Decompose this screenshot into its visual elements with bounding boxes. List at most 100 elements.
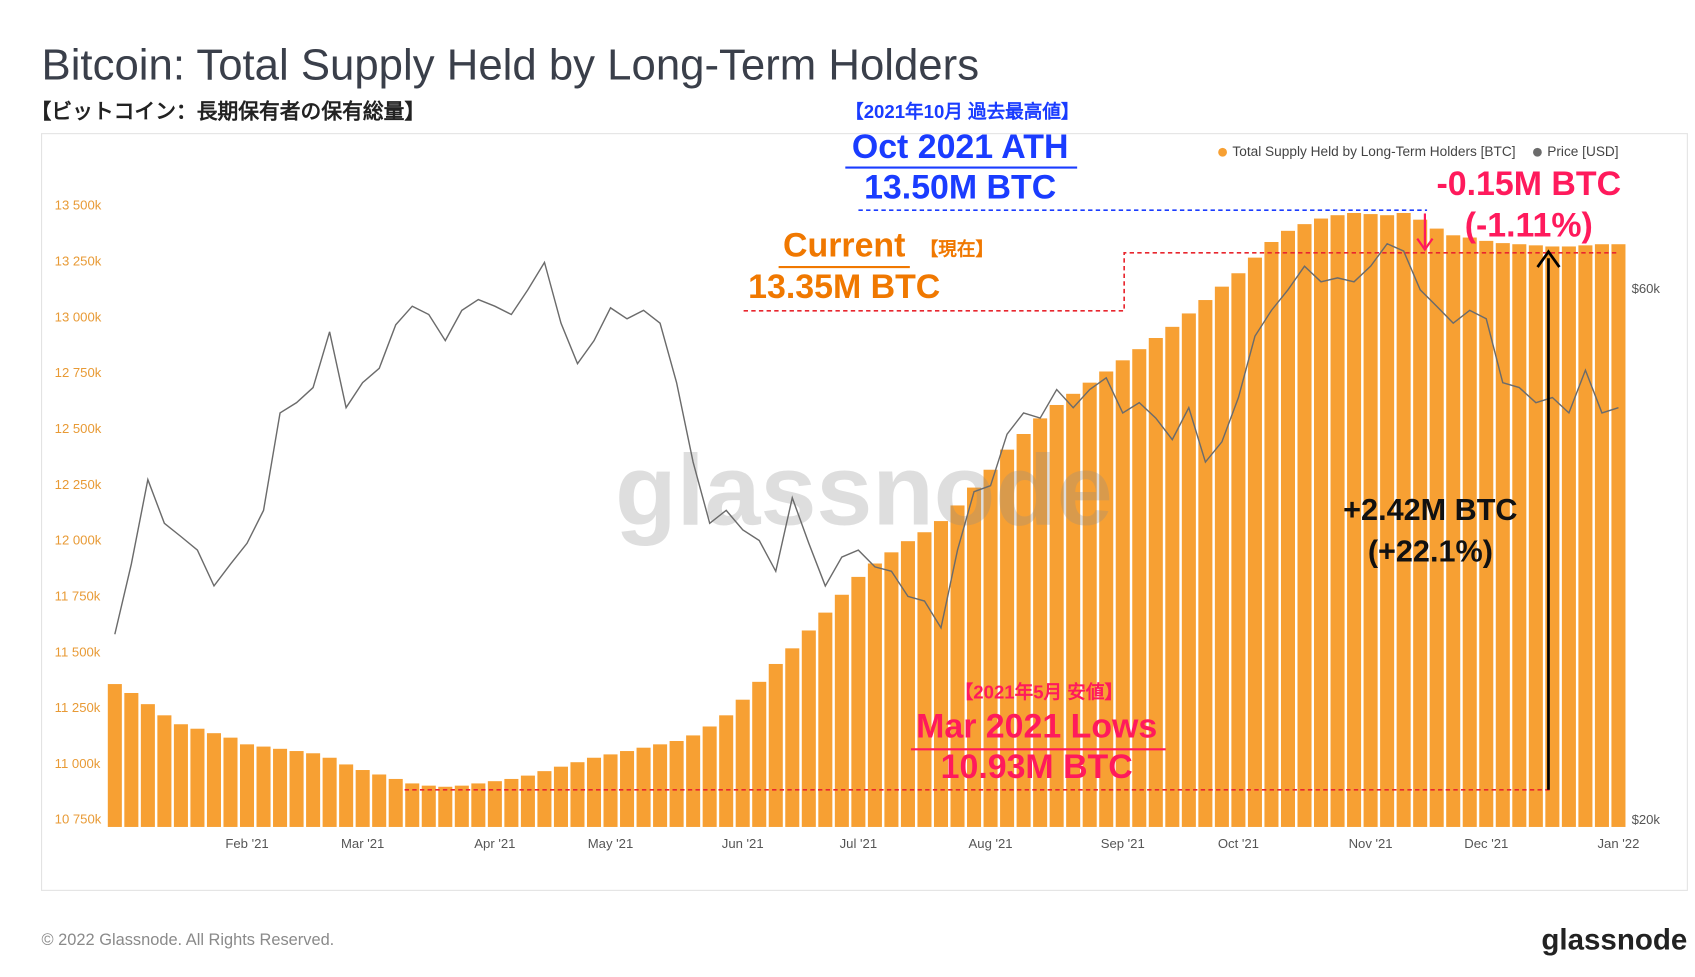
bar	[1363, 214, 1378, 827]
x-tick-label: Nov '21	[1349, 836, 1393, 851]
bar	[1198, 300, 1213, 827]
price-line	[114, 242, 1619, 635]
annotation: Oct 2021 ATH	[852, 128, 1069, 166]
annotation: -0.15M BTC	[1437, 165, 1622, 203]
y-tick-label: 12 500k	[55, 421, 102, 436]
x-tick-label: Oct '21	[1218, 836, 1259, 851]
y-tick-label: 13 500k	[55, 198, 102, 213]
bar	[884, 552, 899, 827]
y-tick-label: 13 000k	[55, 309, 102, 324]
bar	[1396, 212, 1411, 827]
legend-swatch	[1533, 147, 1542, 157]
x-tick-label: Jun '21	[722, 836, 764, 851]
bar	[719, 715, 734, 827]
annotation: 10.93M BTC	[941, 748, 1133, 786]
annotation: 【2021年5月 安値】	[955, 681, 1123, 702]
annotation: 【2021年10月 過去最高値】	[845, 101, 1079, 122]
bar	[1280, 230, 1296, 827]
y-tick-label: 12 750k	[55, 365, 102, 380]
bar	[785, 648, 800, 827]
bar	[917, 532, 932, 827]
bar	[1495, 243, 1510, 827]
bar	[1578, 245, 1593, 827]
bar	[1330, 215, 1345, 827]
bar	[1479, 240, 1494, 827]
bar	[1000, 449, 1015, 827]
x-tick-label: Apr '21	[474, 836, 515, 851]
bar	[834, 594, 849, 827]
bar	[1264, 241, 1279, 827]
bar	[1066, 393, 1081, 827]
rise-arrowhead	[1536, 249, 1561, 268]
bar	[735, 699, 750, 827]
annotation: Mar 2021 Lows	[916, 707, 1157, 745]
bar	[669, 740, 684, 827]
bar	[1297, 224, 1312, 827]
y-tick-label: 12 000k	[55, 533, 102, 548]
bar	[801, 630, 816, 827]
annotation: 13.50M BTC	[864, 168, 1056, 206]
x-tick-label: Jan '22	[1598, 836, 1640, 851]
bar	[487, 781, 502, 827]
bar	[239, 744, 255, 827]
bar	[768, 663, 783, 827]
bar	[1380, 215, 1395, 827]
bar	[702, 726, 717, 827]
bar	[1099, 371, 1114, 827]
bar	[1016, 434, 1031, 827]
legend-label: Total Supply Held by Long-Term Holders […	[1232, 144, 1515, 159]
bar	[1429, 228, 1444, 827]
bar	[586, 757, 602, 827]
bar	[421, 785, 436, 827]
bar	[570, 762, 585, 827]
chart-title: Bitcoin: Total Supply Held by Long-Term …	[42, 41, 980, 90]
bar	[173, 724, 188, 827]
bar	[289, 751, 304, 827]
bar	[752, 681, 767, 827]
bar	[983, 469, 998, 827]
bar	[157, 715, 172, 827]
bar	[438, 786, 453, 827]
bar	[1115, 360, 1130, 827]
bar	[1231, 273, 1246, 827]
bar	[273, 748, 288, 827]
bar	[1462, 237, 1477, 827]
bar	[1148, 338, 1163, 827]
watermark: glassnode	[615, 434, 1113, 546]
chart-subtitle: 【ビットコイン：長期保有者の保有総量】	[31, 99, 426, 123]
bar	[818, 612, 833, 827]
x-tick-label: Mar '21	[341, 836, 384, 851]
bar	[1132, 349, 1147, 827]
bar	[339, 764, 354, 827]
bar	[223, 737, 238, 827]
drop-arrowhead	[1416, 237, 1434, 252]
y-tick-label: 11 250k	[55, 700, 101, 715]
bar	[405, 783, 420, 827]
bar	[1611, 244, 1626, 827]
bar	[1314, 218, 1329, 827]
x-tick-label: Feb '21	[225, 836, 268, 851]
annotation: Current	[783, 226, 905, 264]
x-tick-label: May '21	[588, 836, 634, 851]
current-guide	[743, 252, 1619, 312]
bar	[851, 576, 866, 827]
bar	[124, 692, 139, 827]
y-tick-label: 11 000k	[55, 756, 101, 771]
bar	[1347, 212, 1362, 827]
annotation: (+22.1%)	[1368, 535, 1493, 569]
bar	[1214, 286, 1229, 827]
bar	[1446, 235, 1461, 827]
bar	[520, 775, 535, 827]
bar	[1594, 244, 1609, 827]
bar	[933, 521, 949, 827]
bar	[140, 704, 155, 827]
y2-tick-label: $60k	[1632, 281, 1661, 296]
bar	[686, 735, 701, 827]
y-tick-label: 13 250k	[55, 254, 102, 269]
bar	[1413, 219, 1428, 827]
bar	[1561, 246, 1576, 827]
bar	[388, 778, 403, 827]
bar	[322, 757, 337, 827]
y2-tick-label: $20k	[1632, 812, 1661, 827]
